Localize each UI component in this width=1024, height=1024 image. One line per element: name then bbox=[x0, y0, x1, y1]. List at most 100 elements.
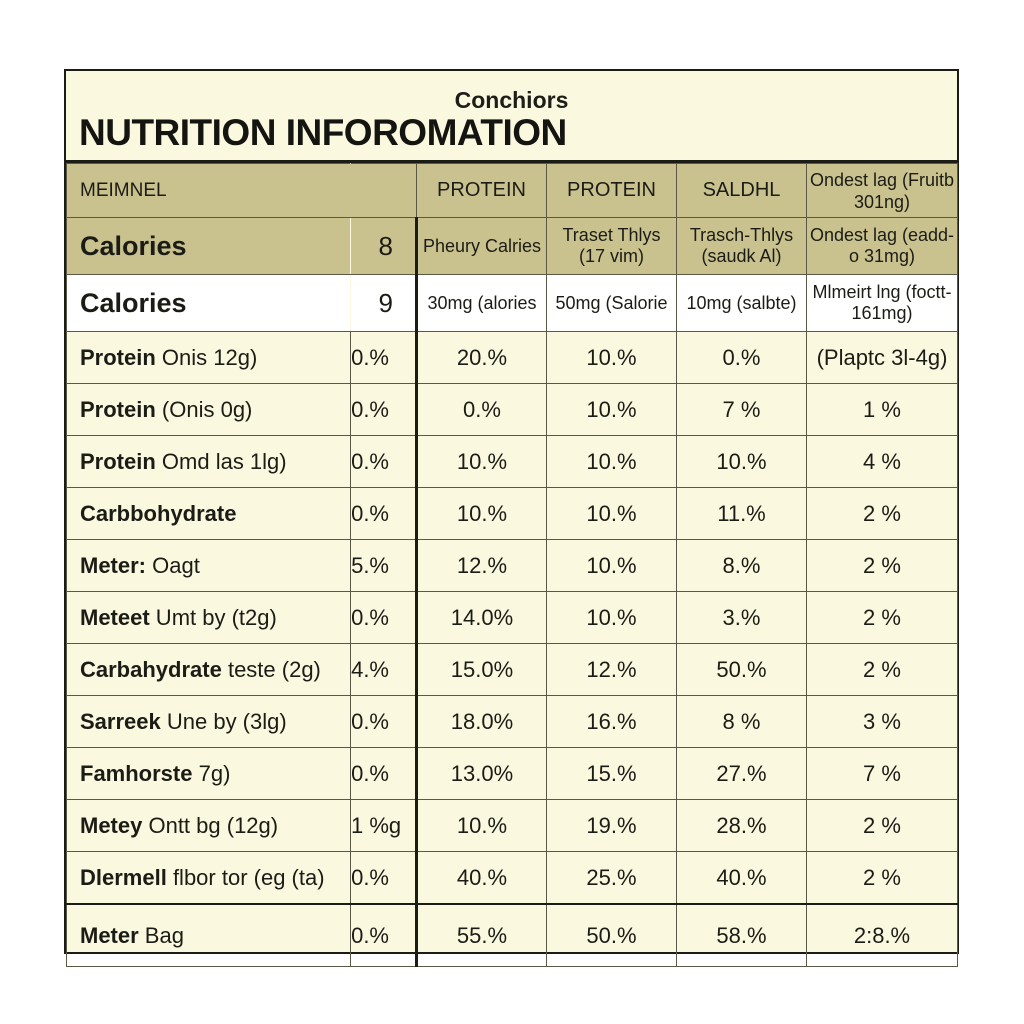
brand-name: Conchiors bbox=[454, 87, 569, 113]
value-cell: 2 % bbox=[806, 539, 958, 592]
value-cell: Traset Thlys (17 vim) bbox=[546, 217, 677, 275]
table-row: Carbbohydrate 0.% 10.% 10.% 11.% 2 % bbox=[66, 487, 958, 540]
header-cell bbox=[350, 163, 417, 218]
nutrient-name: Metey Ontt bg (12g) bbox=[66, 799, 351, 852]
nutrient-label: Carbbohydrate bbox=[80, 500, 237, 526]
header-cell: SALDHL bbox=[676, 163, 807, 218]
value-cell: 0.% bbox=[676, 331, 807, 384]
table-row: Meteet Umt by (t2g) 0.% 14.0% 10.% 3.% 2 % bbox=[66, 591, 958, 644]
daily-value: 0.% bbox=[350, 435, 417, 488]
value-cell: 10.% bbox=[415, 487, 547, 540]
table-row: Protein Omd las 1lg) 0.% 10.% 10.% 10.% 4 % bbox=[66, 435, 958, 488]
nutrient-detail: Oagt bbox=[146, 552, 200, 578]
nutrient-label: Meter: bbox=[80, 552, 147, 578]
value-cell: Ondest lag (eadd-o 31mg) bbox=[806, 217, 958, 275]
nutrient-name: Protein (Onis 0g) bbox=[66, 383, 351, 436]
nutrient-label: Protein bbox=[80, 448, 156, 474]
daily-value: 0.% bbox=[350, 591, 417, 644]
nutrient-detail: Ontt bg (12g) bbox=[142, 812, 279, 838]
nutrient-detail: Une by (3lg) bbox=[160, 708, 287, 734]
nutrient-name: Carbbohydrate bbox=[66, 487, 351, 540]
daily-value: 0.% bbox=[350, 487, 417, 540]
value-cell: 10.% bbox=[546, 383, 677, 436]
table-row: Sarreek Une by (3lg) 0.% 18.0% 16.% 8 % 3 % bbox=[66, 695, 958, 748]
nutrient-name: Calories bbox=[66, 274, 351, 332]
header-row: MEIMNEL PROTEIN PROTEIN SALDHL Ondest la… bbox=[66, 163, 958, 218]
value-cell: 0.% bbox=[415, 383, 547, 436]
value-cell: 7 % bbox=[806, 747, 958, 800]
value-cell: 4 % bbox=[806, 435, 958, 488]
value-cell: Pheury Calries bbox=[415, 217, 547, 275]
value-cell: 55.% bbox=[415, 903, 547, 967]
value-cell: 10.% bbox=[546, 331, 677, 384]
nutrient-name: Meter: Oagt bbox=[66, 539, 351, 592]
value-cell: 10.% bbox=[546, 435, 677, 488]
value-cell: 10.% bbox=[676, 435, 807, 488]
nutrient-detail: flbor tor (eg (ta) bbox=[166, 864, 325, 890]
value-cell: 20.% bbox=[415, 331, 547, 384]
page-title: NUTRITION INFOROMATION bbox=[79, 112, 567, 153]
daily-value: 5.% bbox=[350, 539, 417, 592]
nutrition-table: MEIMNEL PROTEIN PROTEIN SALDHL Ondest la… bbox=[66, 163, 958, 967]
value-cell: 19.% bbox=[546, 799, 677, 852]
nutrient-label: Metey bbox=[80, 812, 143, 838]
table-row: Metey Ontt bg (12g) 1 %g 10.% 19.% 28.% 2 % bbox=[66, 799, 958, 852]
table-row: Dlermell flbor tor (eg (ta) 0.% 40.% 25.% 40… bbox=[66, 851, 958, 905]
value-cell: 25.% bbox=[546, 851, 677, 905]
value-cell: (Plaptc 3l-4g) bbox=[806, 331, 958, 384]
value-cell: 2:8.% bbox=[806, 903, 958, 967]
value-cell: 50mg (Salorie bbox=[546, 274, 677, 332]
daily-value: 0.% bbox=[350, 851, 417, 905]
value-cell: 15.% bbox=[546, 747, 677, 800]
nutrition-panel: Conchiors NUTRITION INFOROMATION MEIMNEL… bbox=[64, 69, 959, 967]
value-cell: 10.% bbox=[546, 487, 677, 540]
nutrient-name: Protein Onis 12g) bbox=[66, 331, 351, 384]
value-cell: 2 % bbox=[806, 591, 958, 644]
nutrient-name: Protein Omd las 1lg) bbox=[66, 435, 351, 488]
table-row: Meter: Oagt 5.% 12.% 10.% 8.% 2 % bbox=[66, 539, 958, 592]
nutrient-label: Protein bbox=[80, 396, 156, 422]
nutrient-name: Famhorste 7g) bbox=[66, 747, 351, 800]
value-cell: 16.% bbox=[546, 695, 677, 748]
daily-value: 1 %g bbox=[350, 799, 417, 852]
value-cell: 50.% bbox=[676, 643, 807, 696]
value-cell: 2 % bbox=[806, 799, 958, 852]
header-cell: PROTEIN bbox=[546, 163, 677, 218]
nutrient-name: Sarreek Une by (3lg) bbox=[66, 695, 351, 748]
table-row: Protein (Onis 0g) 0.% 0.% 10.% 7 % 1 % bbox=[66, 383, 958, 436]
value-cell: 1 % bbox=[806, 383, 958, 436]
daily-value: 0.% bbox=[350, 331, 417, 384]
value-cell: 13.0% bbox=[415, 747, 547, 800]
value-cell: 40.% bbox=[415, 851, 547, 905]
calories-row: Calories 9 30mg (alories 50mg (Salorie 10mg … bbox=[66, 274, 958, 332]
nutrient-detail: (Onis 0g) bbox=[155, 396, 253, 422]
value-cell: 58.% bbox=[676, 903, 807, 967]
header-cell: MEIMNEL bbox=[66, 163, 351, 218]
value-cell: 2 % bbox=[806, 487, 958, 540]
value-cell: 18.0% bbox=[415, 695, 547, 748]
nutrient-label: Protein bbox=[80, 344, 156, 370]
value-cell: Mlmeirt lng (foctt- 161mg) bbox=[806, 274, 958, 332]
value-cell: 12.% bbox=[415, 539, 547, 592]
value-cell: 27.% bbox=[676, 747, 807, 800]
value-cell: 40.% bbox=[676, 851, 807, 905]
nutrient-label: Carbahydrate bbox=[80, 656, 222, 682]
nutrient-detail: Omd las 1lg) bbox=[155, 448, 287, 474]
value-cell: 2 % bbox=[806, 643, 958, 696]
value-cell: 11.% bbox=[676, 487, 807, 540]
nutrient-name: Calories bbox=[66, 217, 351, 275]
value-cell: Trasch-Thlys (saudk Al) bbox=[676, 217, 807, 275]
value-cell: 3 % bbox=[806, 695, 958, 748]
daily-value: 0.% bbox=[350, 747, 417, 800]
header-cell: PROTEIN bbox=[416, 163, 547, 218]
daily-value: 0.% bbox=[350, 695, 417, 748]
nutrient-detail: teste (2g) bbox=[221, 656, 321, 682]
value-cell: 10mg (salbte) bbox=[676, 274, 807, 332]
daily-value: 4.% bbox=[350, 643, 417, 696]
daily-value: 0.% bbox=[350, 383, 417, 436]
nutrient-name: Dlermell flbor tor (eg (ta) bbox=[66, 851, 351, 905]
value-cell: 10.% bbox=[546, 591, 677, 644]
nutrient-detail: Umt by (t2g) bbox=[149, 604, 277, 630]
nutrient-label: Meter bbox=[80, 922, 139, 948]
title-divider bbox=[66, 160, 957, 163]
